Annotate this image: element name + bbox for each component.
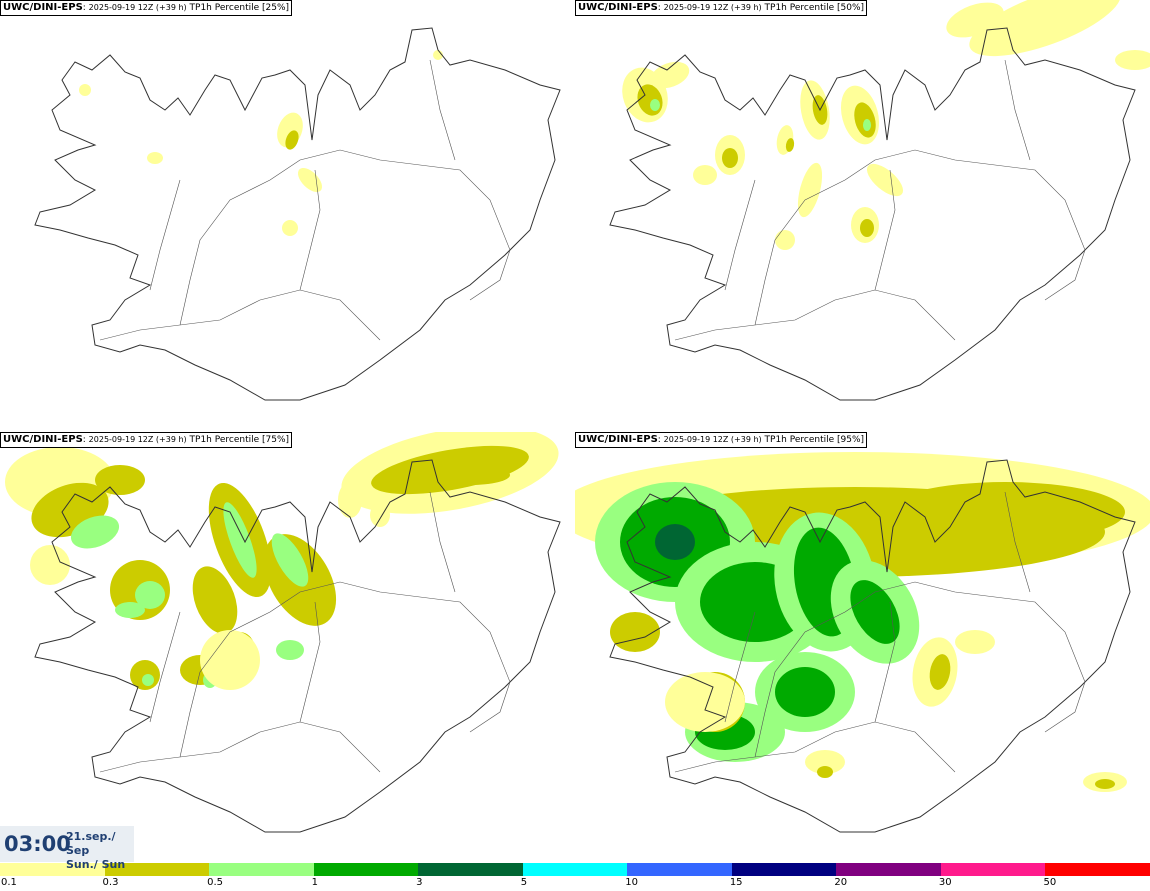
- precip-area: [863, 119, 871, 131]
- panel-title: UWC/DINI-EPS: 2025-09-19 12Z (+39 h) TP1…: [0, 432, 293, 448]
- legend-colorbar: [0, 863, 1150, 876]
- valid-date: 21.sep./ Sep Sun./ Sun: [66, 830, 134, 872]
- precip-area: [271, 533, 309, 587]
- panel-title: UWC/DINI-EPS: 2025-09-19 12Z (+39 h) TP1…: [0, 0, 293, 16]
- precip-area: [142, 674, 154, 686]
- precip-area: [650, 99, 660, 111]
- legend-tick-label: 3: [416, 877, 423, 888]
- precip-area: [860, 219, 874, 237]
- valid-date-line1: 21.sep./ Sep: [66, 830, 116, 857]
- legend-swatch: [209, 863, 314, 876]
- road-network: [674, 59, 1086, 341]
- precip-area: [282, 220, 298, 236]
- precip-area: [147, 152, 163, 164]
- precip-area: [650, 61, 690, 89]
- legend-tick-label: 20: [834, 877, 848, 888]
- precip-area: [338, 482, 362, 518]
- precip-area: [30, 545, 70, 585]
- precip-area: [885, 482, 1125, 542]
- legend-swatch: [731, 863, 837, 876]
- legend-swatch: [418, 863, 523, 876]
- legend-ticks: 0.1 0.3 0.5 1 3 5 10 15 20 30 50: [0, 876, 1150, 890]
- road-network: [99, 491, 511, 773]
- legend-tick-label: 1: [311, 877, 318, 888]
- precip-area: [722, 148, 738, 168]
- precip-area: [655, 524, 695, 560]
- legend-tick-label: 0.5: [207, 877, 223, 888]
- precip-area: [817, 766, 833, 778]
- precip-area: [693, 165, 717, 185]
- precip-area: [929, 654, 951, 690]
- map-panel-p75: UWC/DINI-EPS: 2025-09-19 12Z (+39 h) TP1…: [0, 432, 575, 862]
- valid-time-box: 03:00 21.sep./ Sep Sun./ Sun: [0, 826, 134, 871]
- precip-area: [135, 581, 165, 609]
- precip-area: [297, 167, 323, 193]
- legend-swatch: [522, 863, 628, 876]
- legend-tick-label: 0.1: [1, 877, 17, 888]
- panel-title: UWC/DINI-EPS: 2025-09-19 12Z (+39 h) TP1…: [575, 0, 868, 16]
- legend-swatch: [627, 863, 732, 876]
- precip-area: [969, 0, 1121, 57]
- legend-tick-label: 0.3: [102, 877, 119, 888]
- precip-area: [665, 672, 745, 732]
- iceland-map: [609, 0, 1150, 401]
- precip-area: [775, 230, 795, 250]
- iceland-map: [575, 452, 1150, 833]
- valid-time: 03:00: [4, 832, 71, 856]
- road-network: [99, 59, 511, 341]
- legend-tick-label: 15: [729, 877, 743, 888]
- precip-area: [79, 84, 91, 96]
- panel-title: UWC/DINI-EPS: 2025-09-19 12Z (+39 h) TP1…: [575, 432, 868, 448]
- precip-area: [785, 138, 795, 152]
- coastline: [609, 27, 1136, 401]
- precip-area: [115, 602, 145, 618]
- precip-area: [276, 640, 304, 660]
- map-panel-p50: UWC/DINI-EPS: 2025-09-19 12Z (+39 h) TP1…: [575, 0, 1150, 430]
- precip-area: [1115, 50, 1150, 70]
- road-network: [674, 491, 1086, 773]
- precip-area: [866, 163, 904, 197]
- precip-area: [285, 130, 299, 150]
- legend-swatch: [940, 863, 1046, 876]
- legend-tick-label: 10: [625, 877, 638, 888]
- valid-date-line2: Sun./ Sun: [66, 858, 126, 871]
- precip-area: [223, 502, 257, 578]
- legend-swatch: [313, 863, 419, 876]
- precip-area: [1095, 779, 1115, 789]
- precip-area: [955, 630, 995, 654]
- coastline: [34, 459, 561, 833]
- precip-area: [797, 162, 823, 218]
- legend-swatch: [1045, 863, 1150, 876]
- precip-area: [775, 667, 835, 717]
- legend-swatch: [836, 863, 941, 876]
- precip-area: [850, 580, 900, 644]
- precip-area: [192, 566, 238, 634]
- legend-tick-label: 5: [520, 877, 528, 888]
- iceland-map: [5, 432, 561, 833]
- precip-area: [200, 630, 260, 690]
- legend-swatch: [104, 863, 210, 876]
- precip-area: [370, 503, 390, 527]
- map-panel-p95: UWC/DINI-EPS: 2025-09-19 12Z (+39 h) TP1…: [575, 432, 1150, 862]
- precip-area: [430, 465, 510, 485]
- map-panel-p25: UWC/DINI-EPS: 2025-09-19 12Z (+39 h) TP1…: [0, 0, 575, 430]
- precip-area: [70, 515, 120, 549]
- precip-area: [805, 750, 845, 774]
- legend-tick-label: 50: [1043, 877, 1057, 888]
- coastline: [34, 27, 561, 401]
- legend-swatch: [0, 863, 105, 876]
- iceland-map: [34, 27, 561, 401]
- coastline: [609, 459, 1136, 833]
- legend-tick-label: 30: [938, 877, 952, 888]
- precip-area: [95, 465, 145, 495]
